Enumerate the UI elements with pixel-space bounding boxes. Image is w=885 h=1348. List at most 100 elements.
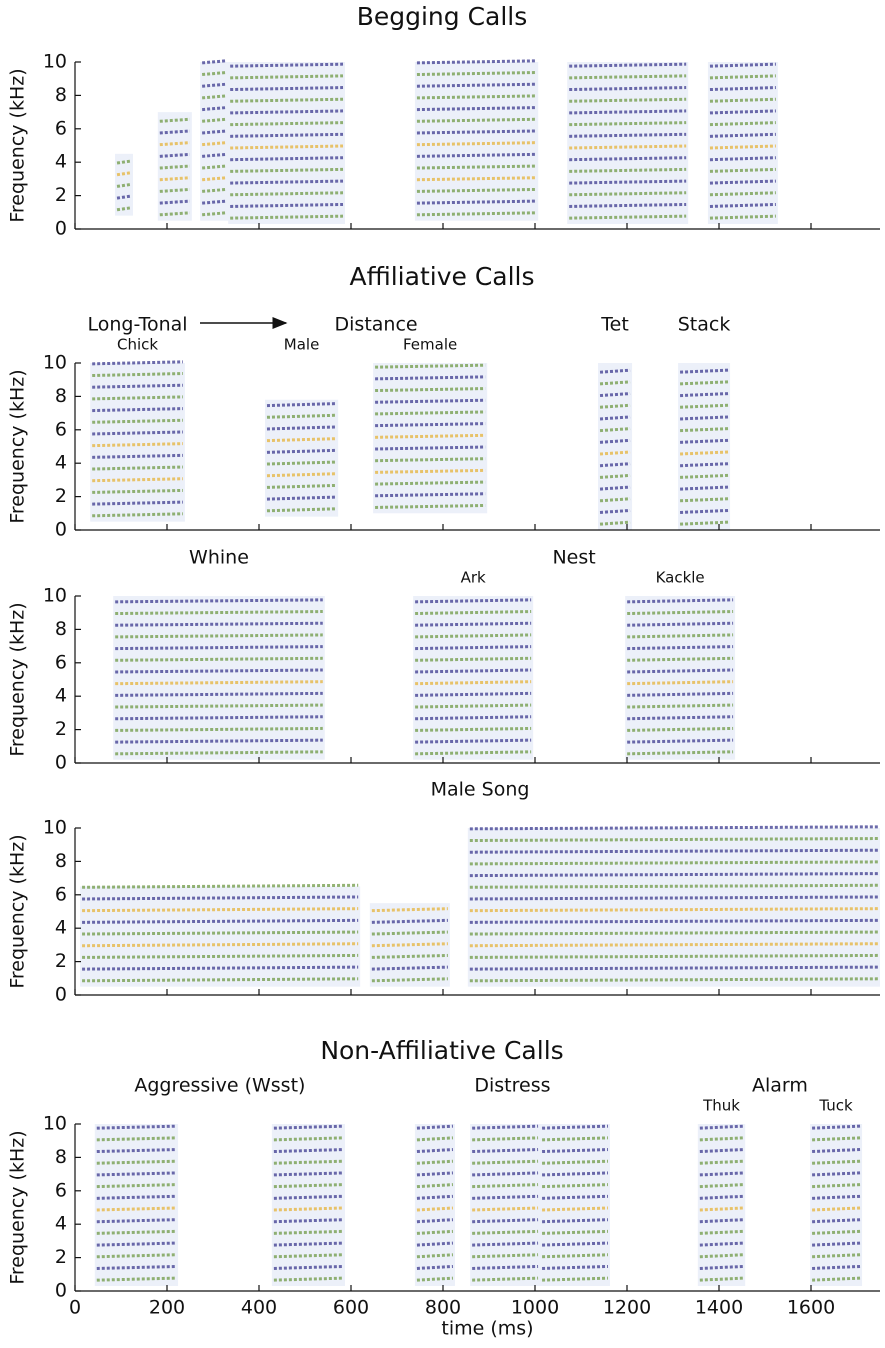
segment-wash: [90, 363, 185, 522]
harmonic: [679, 520, 729, 526]
call-segment: [470, 1124, 541, 1286]
harmonic: [415, 645, 532, 651]
harmonic: [599, 450, 631, 456]
harmonic: [569, 167, 687, 173]
harmonic: [679, 438, 729, 444]
harmonic: [375, 503, 486, 509]
harmonic: [469, 907, 879, 913]
harmonic: [116, 171, 132, 177]
segment-label: Male: [284, 336, 320, 354]
harmonic: [230, 144, 344, 150]
y-tick-label: 2: [55, 718, 67, 740]
harmonic: [472, 1206, 539, 1212]
harmonic: [266, 437, 337, 443]
harmonic: [699, 1276, 744, 1282]
group-label: Stack: [678, 314, 731, 336]
harmonic: [469, 953, 879, 959]
x-tick-label: 1200: [603, 1297, 651, 1319]
harmonic: [627, 656, 734, 662]
harmonic: [699, 1136, 744, 1142]
segment-wash: [598, 363, 633, 530]
call-segment: [414, 1124, 455, 1286]
harmonic: [92, 453, 183, 459]
harmonic: [472, 1171, 539, 1177]
harmonic: [812, 1229, 861, 1235]
harmonic: [709, 202, 776, 208]
harmonic: [159, 117, 190, 123]
section-title: Begging Calls: [357, 2, 528, 31]
harmonic: [273, 1241, 344, 1247]
harmonic: [472, 1218, 539, 1224]
call-segment: [113, 596, 325, 760]
harmonic: [599, 368, 631, 374]
harmonic: [201, 164, 227, 170]
call-segment: [414, 59, 539, 221]
harmonic: [375, 363, 486, 369]
x-tick-label: 1600: [787, 1297, 835, 1319]
segment-wash: [228, 62, 346, 224]
y-axis-label: Frequency (kHz): [7, 834, 29, 988]
group-label: Nest: [552, 547, 595, 569]
segment-label: Tuck: [818, 1097, 853, 1115]
harmonic: [415, 703, 532, 709]
segment-wash: [80, 886, 361, 987]
harmonic: [415, 633, 532, 639]
harmonic: [569, 202, 687, 208]
harmonic: [599, 508, 631, 514]
call-segment: [707, 62, 778, 224]
call-segment: [598, 363, 633, 530]
harmonic: [599, 403, 631, 409]
harmonic: [375, 422, 486, 428]
harmonic: [201, 117, 227, 123]
harmonic: [159, 199, 190, 205]
harmonic: [116, 206, 132, 212]
harmonic: [371, 930, 448, 936]
harmonic: [627, 715, 734, 721]
harmonic: [230, 109, 344, 115]
harmonic: [96, 1183, 177, 1189]
harmonic: [92, 477, 183, 483]
x-tick-label: 600: [333, 1297, 369, 1319]
harmonic: [542, 1159, 609, 1165]
call-segment: [678, 363, 731, 530]
harmonic: [709, 121, 776, 127]
harmonic: [230, 156, 344, 162]
y-tick-label: 6: [55, 418, 67, 440]
harmonic: [709, 167, 776, 173]
harmonic: [812, 1159, 861, 1165]
harmonic: [273, 1253, 344, 1259]
harmonic: [92, 442, 183, 448]
harmonic: [699, 1124, 744, 1130]
harmonic: [92, 465, 183, 471]
segment-wash: [264, 399, 339, 517]
harmonic: [709, 191, 776, 197]
y-tick-label: 6: [55, 117, 67, 139]
harmonic: [201, 199, 227, 205]
harmonic: [230, 74, 344, 80]
harmonic: [472, 1124, 539, 1130]
y-tick-label: 2: [55, 485, 67, 507]
harmonic: [679, 450, 729, 456]
segment-label: Thuk: [702, 1097, 740, 1115]
harmonic: [699, 1194, 744, 1200]
call-segment: [200, 59, 229, 221]
y-tick-label: 8: [55, 850, 67, 872]
harmonic: [273, 1218, 344, 1224]
harmonic: [230, 179, 344, 185]
harmonic: [469, 848, 879, 854]
segment-wash: [625, 596, 736, 760]
harmonic: [469, 837, 879, 843]
harmonic: [469, 895, 879, 901]
harmonic: [542, 1206, 609, 1212]
harmonic: [679, 473, 729, 479]
x-tick-label: 200: [149, 1297, 185, 1319]
harmonic: [569, 132, 687, 138]
harmonic: [569, 121, 687, 127]
harmonic: [416, 1206, 454, 1212]
harmonic: [699, 1241, 744, 1247]
harmonic: [96, 1229, 177, 1235]
harmonic: [469, 883, 879, 889]
harmonic: [92, 488, 183, 494]
harmonic: [569, 191, 687, 197]
y-tick-label: 8: [55, 84, 67, 106]
